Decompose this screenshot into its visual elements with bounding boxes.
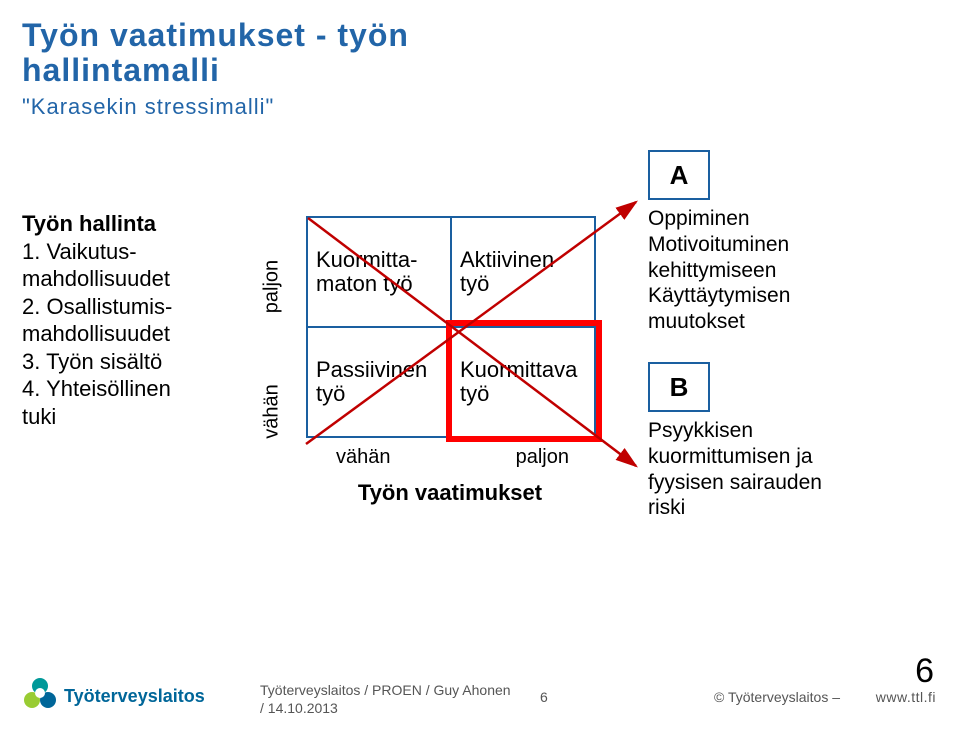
page-number-small: 6 (540, 689, 548, 705)
y-axis-low: vähän (261, 372, 284, 452)
diagram-area: Työn hallinta 1. Vaikutus- mahdollisuude… (0, 150, 960, 610)
left-item-1: 1. Vaikutus- mahdollisuudet (22, 239, 170, 292)
page-number-large: 6 (915, 652, 934, 691)
title-line-2: hallintamalli (22, 52, 220, 88)
box-a-text: Oppiminen Motivoituminen kehittymiseen K… (648, 206, 928, 334)
quadrant-top-right-label: Aktiivinen työ (460, 248, 554, 296)
box-a: A (648, 150, 710, 200)
x-axis-title: Työn vaatimukset (306, 480, 594, 506)
title-line-1: Työn vaatimukset - työn (22, 17, 409, 53)
left-column: Työn hallinta 1. Vaikutus- mahdollisuude… (22, 210, 252, 430)
quadrant-bottom-left: Passiivinen työ (306, 326, 452, 438)
page-title: Työn vaatimukset - työn hallintamalli (0, 0, 960, 88)
left-item-2: 2. Osallistumis- mahdollisuudet (22, 294, 172, 347)
quadrant-bottom-left-label: Passiivinen työ (316, 358, 427, 406)
box-b-text: Psyykkisen kuormittumisen ja fyysisen sa… (648, 418, 928, 520)
right-column: A Oppiminen Motivoituminen kehittymiseen… (648, 150, 928, 520)
quadrant-grid: Kuormitta- maton työ Aktiivinen työ Pass… (306, 216, 594, 436)
x-axis-high: paljon (516, 446, 569, 469)
logo: Työterveyslaitos (22, 674, 232, 721)
page-subtitle: "Karasekin stressimalli" (0, 88, 960, 120)
quadrant-top-left: Kuormitta- maton työ (306, 216, 452, 328)
x-axis-low: vähän (336, 446, 391, 469)
left-item-4: 4. Yhteisöllinen tuki (22, 376, 171, 429)
quadrant-top-right: Aktiivinen työ (450, 216, 596, 328)
footer-copyright: © Työterveyslaitos – (714, 689, 840, 705)
footer-url: www.ttl.fi (876, 689, 936, 705)
red-highlight-box (446, 320, 602, 442)
quadrant-top-left-label: Kuormitta- maton työ (316, 248, 417, 296)
logo-icon: Työterveyslaitos (22, 674, 232, 718)
left-heading: Työn hallinta (22, 211, 156, 236)
y-axis: paljon vähän (262, 240, 302, 460)
footer-source: Työterveyslaitos / PROEN / Guy Ahonen / … (260, 682, 511, 717)
left-item-3: 3. Työn sisältö (22, 349, 162, 374)
y-axis-high: paljon (261, 247, 284, 327)
box-b: B (648, 362, 710, 412)
logo-text: Työterveyslaitos (64, 686, 205, 706)
